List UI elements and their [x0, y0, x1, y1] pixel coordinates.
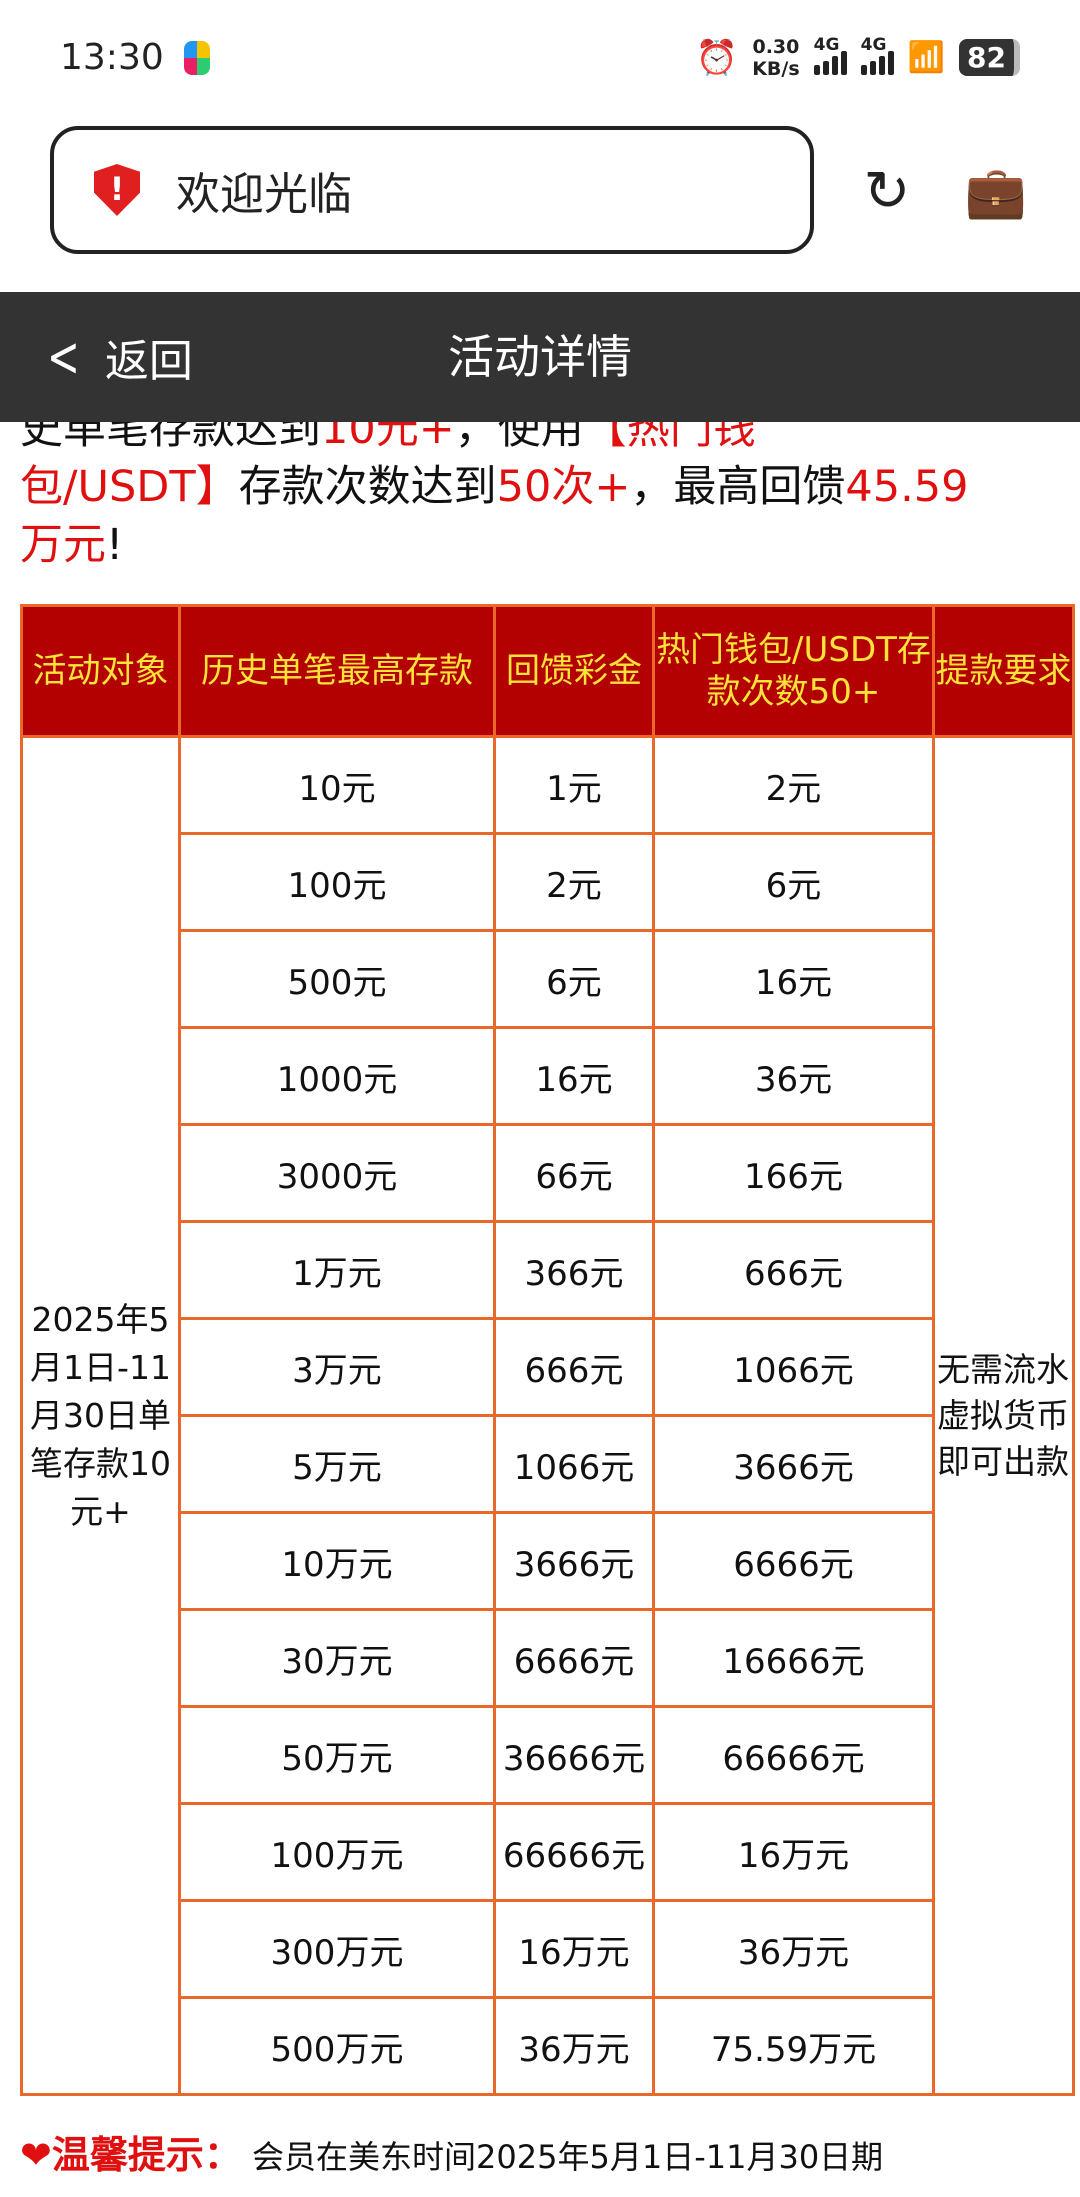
table-cell: 500万元 [178, 1996, 496, 2096]
table-cell: 5万元 [178, 1414, 496, 1514]
shield-alert-icon[interactable]: ! [94, 164, 140, 216]
table-cell: 50万元 [178, 1705, 496, 1805]
table-cell: 100元 [178, 832, 496, 932]
table-cell: 1万元 [178, 1220, 496, 1320]
chevron-left-icon: < [47, 324, 80, 390]
reward-table: 活动对象 历史单笔最高存款 回馈彩金 热门钱包/USDT存款次数50+ 提款要求 202… [20, 604, 1075, 2096]
table-cell: 3666元 [493, 1511, 655, 1611]
table-cell: 66666元 [652, 1705, 935, 1805]
status-bar: 13:30 ⏰ 0.30 KB/s 4G 4G 📶 82 [0, 0, 1080, 115]
page-title: 活动详情 [448, 330, 632, 384]
table-cell: 100万元 [178, 1802, 496, 1902]
tip: ❤温馨提示： 会员在美东时间2025年5月1日-11月30日期 [20, 2133, 884, 2177]
nav-bar: < 返回 活动详情 [0, 292, 1080, 422]
withdraw-requirement-cell: 无需流水虚拟货币即可出款 [932, 735, 1075, 2096]
table-cell: 500元 [178, 929, 496, 1029]
table-cell: 3000元 [178, 1123, 496, 1223]
table-cell: 30万元 [178, 1608, 496, 1708]
table-cell: 1元 [493, 735, 655, 835]
back-button[interactable]: < 返回 [47, 324, 193, 390]
page-title-text: 欢迎光临 [176, 169, 352, 220]
table-row: 500万元 36万元 75.59万元 [22, 1996, 1074, 2096]
table-cell: 16元 [493, 1026, 655, 1126]
intro-text: 史单笔存款达到10元+，使用【热门钱 包/USDT】存款次数达到50次+，最高回… [20, 404, 969, 570]
table-row: 10万元 3666元 6666元 [22, 1511, 1074, 1611]
table-row: 2025年5月1日-11月30日单笔存款10元+ 10元 1元 2元 无需流水虚拟货币即… [20, 735, 1075, 2096]
table-row: 1000元 16元 36元 [22, 1026, 1074, 1126]
table-cell: 75.59万元 [652, 1996, 935, 2096]
table-cell: 2元 [652, 735, 935, 835]
table-cell: 16666元 [652, 1608, 935, 1708]
briefcase-icon[interactable]: 💼 [964, 163, 1028, 221]
signal-icon: 4G [860, 35, 894, 75]
table-cell: 36万元 [652, 1899, 935, 1999]
column-header: 活动对象 [20, 604, 181, 738]
table-cell: 1000元 [178, 1026, 496, 1126]
table-cell: 36元 [652, 1026, 935, 1126]
table-cell: 1066元 [652, 1317, 935, 1417]
column-header: 热门钱包/USDT存款次数50+ [652, 604, 935, 738]
table-row: 500元 6元 16元 [22, 929, 1074, 1029]
wifi-icon: 📶 [907, 40, 946, 75]
address-bar[interactable]: ! 欢迎光临 [50, 126, 814, 254]
table-cell: 1066元 [493, 1414, 655, 1514]
table-row: 100元 2元 6元 [22, 832, 1074, 932]
table-cell: 16万元 [493, 1899, 655, 1999]
table-row: 30万元 6666元 16666元 [22, 1608, 1074, 1708]
clock: 13:30 [60, 37, 164, 78]
table-cell: 300万元 [178, 1899, 496, 1999]
column-header: 提款要求 [932, 604, 1075, 738]
signal-icon: 4G [813, 35, 847, 75]
table-row: 300万元 16万元 36万元 [22, 1899, 1074, 1999]
table-row: 3万元 666元 1066元 [22, 1317, 1074, 1417]
activity-target-cell: 2025年5月1日-11月30日单笔存款10元+ [20, 735, 181, 2096]
table-cell: 666元 [493, 1317, 655, 1417]
network-speed: 0.30 KB/s [752, 35, 800, 80]
table-cell: 6666元 [652, 1511, 935, 1611]
heart-icon: ❤ [20, 2133, 52, 2177]
alarm-icon: ⏰ [695, 37, 739, 78]
table-cell: 2元 [493, 832, 655, 932]
table-cell: 6元 [652, 832, 935, 932]
table-cell: 36666元 [493, 1705, 655, 1805]
table-row: 1万元 366元 666元 [22, 1220, 1074, 1320]
battery-indicator: 82 [959, 39, 1020, 76]
column-header: 历史单笔最高存款 [178, 604, 496, 738]
table-cell: 6666元 [493, 1608, 655, 1708]
table-cell: 3666元 [652, 1414, 935, 1514]
table-cell: 666元 [652, 1220, 935, 1320]
table-row: 3000元 66元 166元 [22, 1123, 1074, 1223]
table-row: 5万元 1066元 3666元 [22, 1414, 1074, 1514]
table-cell: 16元 [652, 929, 935, 1029]
refresh-icon[interactable]: ↻ [863, 159, 911, 224]
table-row: 50万元 36666元 66666元 [22, 1705, 1074, 1805]
table-cell: 366元 [493, 1220, 655, 1320]
app-notification-icon [183, 40, 210, 75]
table-cell: 16万元 [652, 1802, 935, 1902]
table-cell: 166元 [652, 1123, 935, 1223]
table-cell: 6元 [493, 929, 655, 1029]
table-cell: 66666元 [493, 1802, 655, 1902]
table-cell: 36万元 [493, 1996, 655, 2096]
table-cell: 66元 [493, 1123, 655, 1223]
table-row: 100万元 66666元 16万元 [22, 1802, 1074, 1902]
column-header: 回馈彩金 [493, 604, 655, 738]
table-cell: 10元 [178, 735, 496, 835]
table-cell: 3万元 [178, 1317, 496, 1417]
table-cell: 10万元 [178, 1511, 496, 1611]
